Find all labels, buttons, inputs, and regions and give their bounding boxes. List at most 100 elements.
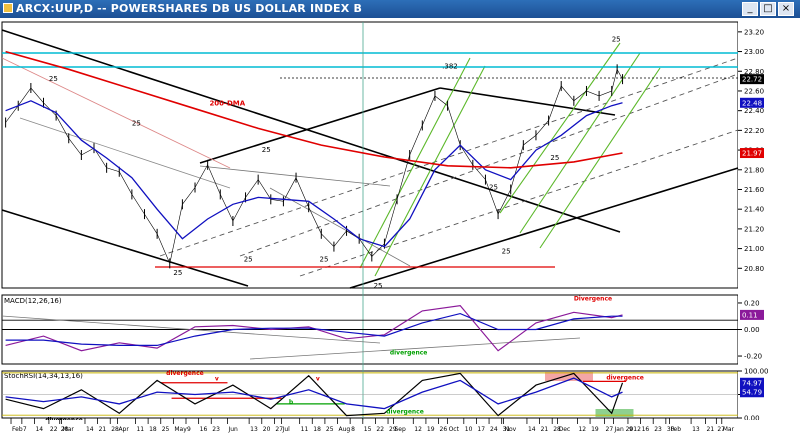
x-axis-label: 7 — [23, 426, 27, 433]
x-axis-label: Dec — [559, 426, 571, 433]
price-value-label: 21.97 — [742, 150, 762, 158]
x-axis-label: 12 — [578, 426, 586, 433]
price-annotation: 25 — [173, 269, 182, 277]
price-tick-label: 22.40 — [744, 107, 764, 115]
stochrsi-annotation: v — [316, 375, 320, 382]
x-axis-label: Apr — [118, 426, 129, 433]
x-axis-label: 18 — [313, 426, 321, 433]
price-annotation: 25 — [550, 154, 559, 162]
price-annotation: 200-DMA — [209, 100, 245, 108]
x-axis-label: 28 — [111, 426, 119, 433]
x-axis-label: 16 — [642, 426, 650, 433]
price-value-tag — [740, 74, 764, 85]
x-axis-label: Jul — [282, 426, 291, 433]
trendline — [299, 129, 739, 277]
x-axis-label: 24 — [490, 426, 498, 433]
trendline — [159, 57, 739, 257]
trendline — [1, 209, 249, 287]
macd-annotation: divergence — [390, 350, 428, 357]
macd-line — [5, 304, 623, 352]
price-annotation: 25 — [49, 75, 58, 83]
x-axis-label: 26 — [440, 426, 448, 433]
x-axis-label: 11 — [301, 426, 309, 433]
x-axis-label: Nov — [504, 426, 516, 433]
x-axis-label: 14 — [35, 426, 43, 433]
x-axis-label: Aug — [339, 426, 351, 433]
price-tick-label: 22.60 — [744, 87, 764, 95]
trendline — [239, 73, 739, 257]
x-axis-label: Feb — [670, 426, 681, 433]
x-axis-label: 31 — [503, 426, 511, 433]
stochrsi-value-label: 74.97 — [742, 379, 762, 387]
price-tick-label: 21.80 — [744, 166, 764, 174]
x-axis-label: May — [174, 426, 187, 433]
stochrsi-k-line — [5, 377, 623, 410]
stochrsi-value-tag — [740, 387, 764, 398]
trendline — [1, 29, 621, 233]
overbought-highlight — [544, 372, 593, 381]
macd-trendline — [249, 337, 581, 360]
x-axis-label: 28 — [553, 426, 561, 433]
x-axis-label: 15 — [364, 426, 372, 433]
x-axis-label: 20 — [263, 426, 271, 433]
x-axis-label: 11 — [136, 426, 144, 433]
price-value-label: 22.72 — [742, 76, 762, 84]
oversold-highlight — [595, 409, 634, 417]
price-annotation: 25 — [489, 183, 498, 191]
macd-annotation: Divergence — [574, 295, 612, 302]
macd-value-tag — [740, 309, 764, 320]
x-axis-label: 25 — [162, 426, 170, 433]
price-annotation: 25 — [132, 119, 141, 127]
x-axis-label: Jun — [227, 426, 238, 433]
price-tick-label: 21.00 — [744, 245, 764, 253]
maximize-button[interactable]: □ — [760, 2, 776, 16]
x-axis-strip — [0, 420, 800, 436]
x-axis-label: 18 — [149, 426, 157, 433]
x-axis-label: 27 — [275, 426, 283, 433]
price-annotation: 25 — [262, 146, 271, 154]
x-axis-label: 30 — [667, 426, 675, 433]
green-channel-line — [539, 67, 661, 249]
x-axis-label: 9 — [629, 426, 633, 433]
x-axis-label: Sep — [394, 426, 406, 433]
trendline — [1, 57, 231, 169]
x-axis-label: 13 — [250, 426, 258, 433]
green-channel-line — [359, 57, 471, 269]
title-bar: ARCX:UUP,D -- POWERSHARES DB US DOLLAR I… — [0, 0, 800, 18]
x-axis-label: Mar — [723, 426, 735, 433]
x-axis-label: 14 — [86, 426, 94, 433]
dma-200-line — [5, 50, 623, 169]
trendline — [19, 117, 231, 189]
x-axis-label: 27 — [606, 426, 614, 433]
x-axis-label: 21 — [99, 426, 107, 433]
ema-line — [5, 100, 623, 248]
price-tick-label: 23.20 — [744, 28, 764, 36]
price-tick-label: 20.80 — [744, 265, 764, 273]
green-channel-line — [374, 65, 486, 277]
price-tick-label: 21.60 — [744, 186, 764, 194]
price-tick-label: 21.20 — [744, 225, 764, 233]
x-axis-label: 23 — [212, 426, 220, 433]
price-value-tag — [740, 148, 764, 159]
stochrsi-tick-label: 100.00 — [744, 368, 769, 376]
x-axis-label: 27 — [717, 426, 725, 433]
green-channel-line — [519, 52, 641, 234]
x-axis-label: 16 — [200, 426, 208, 433]
minimize-button[interactable]: _ — [742, 2, 758, 16]
stochrsi-annotation: v — [215, 375, 219, 382]
x-axis-label: Feb — [12, 426, 23, 433]
close-button[interactable]: × — [778, 2, 794, 16]
macd-value-label: 0.11 — [742, 311, 758, 319]
macd-label: MACD(12,26,16) — [4, 297, 62, 305]
price-tick-label: 22.80 — [744, 68, 764, 76]
trendline — [199, 165, 391, 187]
stochrsi-annotation: divergence — [386, 408, 424, 415]
x-axis-label: 9 — [187, 426, 191, 433]
chart-area: 23.2023.0022.8022.6022.4022.2022.0021.80… — [0, 18, 800, 436]
trendline — [199, 87, 441, 164]
x-axis-label: 23 — [654, 426, 662, 433]
stochrsi-annotation: b — [289, 399, 294, 406]
x-axis-label: 10 — [465, 426, 473, 433]
stochrsi-annotation: divergence — [606, 374, 644, 381]
x-axis-label: 28 — [61, 426, 69, 433]
